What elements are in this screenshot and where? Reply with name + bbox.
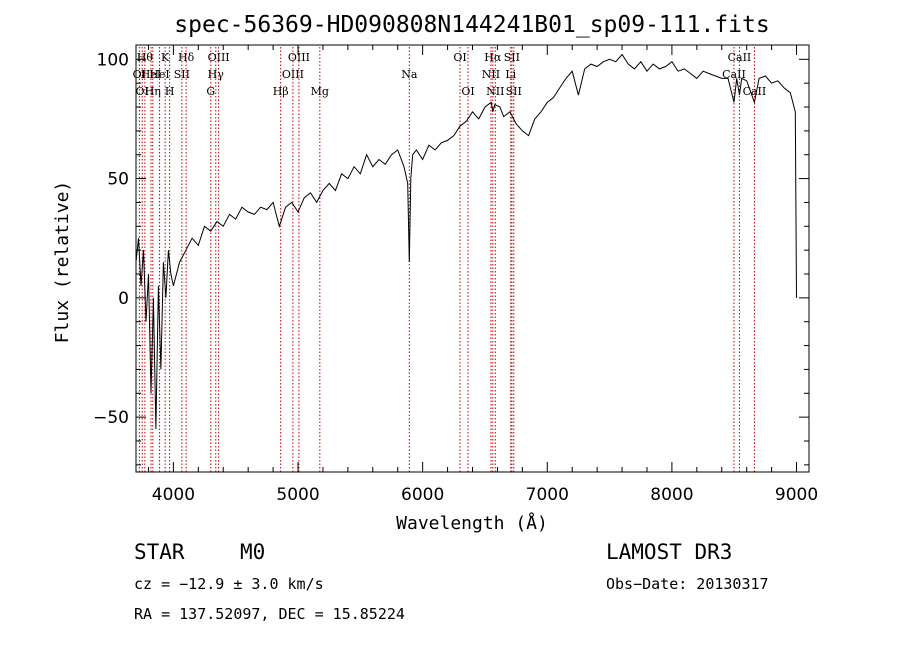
chart-title: spec-56369-HD090808N144241B01_sp09-111.f… <box>174 12 769 38</box>
x-tick-label-5000: 5000 <box>276 485 319 505</box>
line-label-HeI: HeI <box>149 68 169 81</box>
line-label-OI: OI <box>136 85 149 98</box>
y-tick-label-100: 100 <box>97 50 129 70</box>
line-label-H: H <box>165 85 175 98</box>
line-label-Na: Na <box>401 68 418 81</box>
line-label-SII: SII <box>506 85 522 98</box>
x-tick-label-9000: 9000 <box>775 485 818 505</box>
object-subclass: M0 <box>240 540 266 564</box>
axis-ticks <box>136 45 809 472</box>
line-label-G: G <box>206 85 215 98</box>
line-label-CaII: CaII <box>728 51 752 64</box>
x-axis-label: Wavelength (Å) <box>396 512 548 534</box>
emission-line-markers <box>138 47 755 472</box>
line-label-Hδ: Hδ <box>178 51 195 64</box>
line-label-HeI: HeI <box>141 68 161 81</box>
line-label-SII: SII <box>174 68 190 81</box>
line-label-NII: NII <box>486 85 504 98</box>
line-label-Mg: Mg <box>311 85 329 98</box>
spectrum-series-line <box>135 53 797 430</box>
line-label-OI: OI <box>453 51 466 64</box>
line-label-OIII: OIII <box>282 68 304 81</box>
plot-frame <box>135 44 810 473</box>
line-label-Hβ: Hβ <box>273 85 289 98</box>
line-label-OI: OI <box>461 85 474 98</box>
line-label-SII: SII <box>504 51 520 64</box>
redshift-velocity: cz = −12.9 ± 3.0 km/s <box>134 575 324 593</box>
line-label-Hθ: Hθ <box>137 51 154 64</box>
line-label-CaII: CaII <box>722 68 746 81</box>
line-label-OIII: OIII <box>208 51 230 64</box>
survey-name: LAMOST DR3 <box>606 540 733 564</box>
emission-line-labels: OIOIHθHeIHηHeIKHSIIHδGHγOIIIHβOIIIOIIIMg… <box>133 51 767 98</box>
line-label-Hγ: Hγ <box>208 68 225 81</box>
x-tick-label-7000: 7000 <box>526 485 569 505</box>
line-label-CaII: CaII <box>743 85 767 98</box>
observation-date: Obs−Date: 20130317 <box>606 575 769 593</box>
line-label-Hα: Hα <box>484 51 502 64</box>
line-label-K: K <box>161 51 170 64</box>
y-axis-label: Flux (relative) <box>52 181 73 344</box>
line-label-Li: Li <box>505 68 516 81</box>
line-label-NII: NII <box>482 68 500 81</box>
line-label-OIII: OIII <box>288 51 310 64</box>
x-tick-label-6000: 6000 <box>401 485 444 505</box>
x-tick-label-8000: 8000 <box>650 485 693 505</box>
axis-tick-labels: 4000 5000 6000 7000 8000 9000 −50 0 50 100 <box>93 50 818 505</box>
y-tick-label-0: 0 <box>118 289 129 309</box>
x-tick-label-4000: 4000 <box>152 485 195 505</box>
y-tick-label--50: −50 <box>93 408 129 428</box>
line-label-Hη: Hη <box>145 85 161 98</box>
sky-coordinates: RA = 137.52097, DEC = 15.85224 <box>134 605 405 623</box>
y-tick-label-50: 50 <box>107 170 129 190</box>
object-class: STAR <box>134 540 185 564</box>
